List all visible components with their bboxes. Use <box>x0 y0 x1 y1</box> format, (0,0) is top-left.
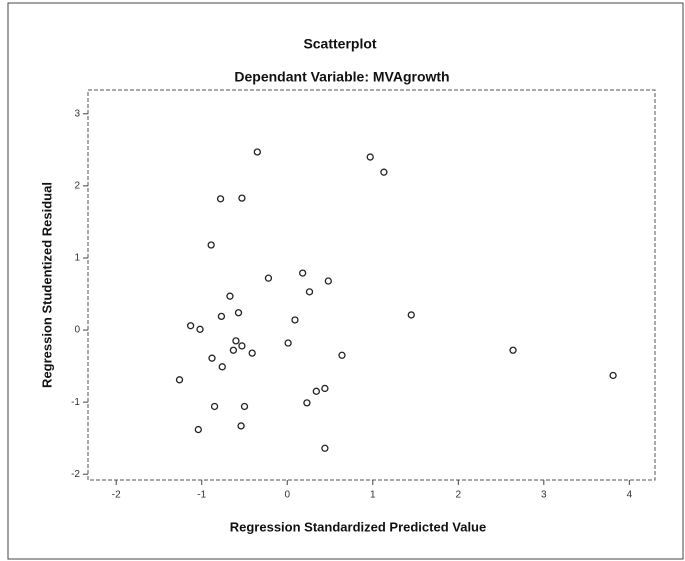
point <box>299 269 307 277</box>
x-tick-label: 2 <box>456 490 462 501</box>
x-tick-label: 4 <box>627 490 633 501</box>
point <box>238 342 246 350</box>
y-tick-label: -2 <box>71 469 80 480</box>
point <box>232 337 240 345</box>
y-tick-label: 3 <box>74 108 80 119</box>
x-tick-label: -2 <box>112 490 121 501</box>
point <box>234 309 243 317</box>
point <box>208 354 216 362</box>
point <box>407 311 415 319</box>
y-axis-label: Regression Studentized Residual <box>39 182 54 388</box>
point <box>216 195 225 203</box>
point <box>237 422 245 430</box>
point <box>380 168 388 176</box>
point <box>229 346 238 354</box>
y-tick-label: 2 <box>74 181 80 192</box>
point <box>175 376 184 384</box>
point <box>305 288 314 296</box>
point <box>264 274 273 282</box>
x-tick-label: 0 <box>284 490 290 501</box>
point <box>338 351 346 359</box>
point <box>238 194 246 202</box>
point <box>303 399 311 407</box>
point <box>321 444 329 452</box>
point <box>207 241 215 249</box>
chart-title: Scatterplot <box>303 36 376 52</box>
point <box>226 292 234 300</box>
point <box>321 384 329 393</box>
point <box>312 387 320 395</box>
point <box>218 363 226 371</box>
y-tick-label: 1 <box>74 253 80 264</box>
point <box>366 153 374 161</box>
point <box>284 339 292 347</box>
point <box>248 349 256 357</box>
x-tick-label: 3 <box>541 490 547 501</box>
point <box>196 325 204 333</box>
point <box>253 148 261 156</box>
y-tick-label: -1 <box>71 397 80 408</box>
x-tick-label: 1 <box>370 490 376 501</box>
point <box>291 316 299 324</box>
point <box>186 322 195 330</box>
point <box>240 402 249 411</box>
point <box>217 312 226 321</box>
point <box>324 277 332 285</box>
point <box>609 371 617 380</box>
outer-frame <box>7 2 684 560</box>
y-tick-label: 0 <box>74 325 80 336</box>
plot-frame <box>87 89 656 481</box>
point <box>194 425 202 434</box>
chart-subtitle: Dependant Variable: MVAgrowth <box>234 69 449 85</box>
x-tick-label: -1 <box>197 490 206 501</box>
x-axis-label: Regression Standardized Predicted Value <box>230 519 486 534</box>
point <box>509 346 517 354</box>
point <box>210 402 219 411</box>
